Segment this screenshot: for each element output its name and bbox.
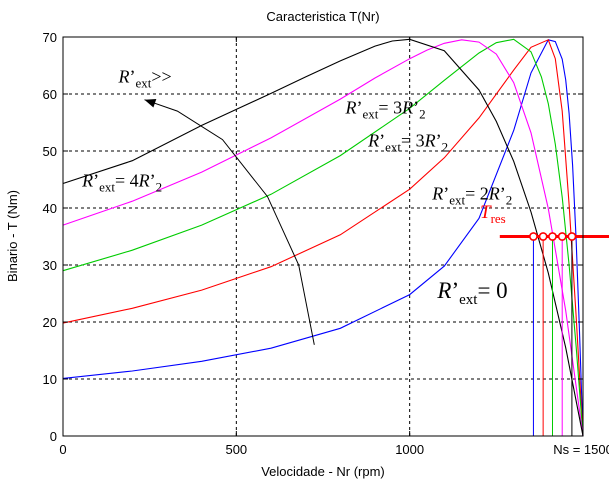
load-torque-label: Tres: [480, 202, 506, 226]
torque-curve-2: [62, 39, 584, 437]
x-axis-label: Velocidade - Nr (rpm): [261, 464, 385, 479]
y-tick-label: 40: [43, 201, 57, 216]
x-tick-label: 500: [225, 442, 247, 457]
resistance-label-4: R’ext= 3R’2: [367, 130, 448, 154]
plot-frame: [62, 36, 584, 437]
y-axis-label: Binario - T (Nm): [5, 190, 20, 282]
y-tick-label: 60: [43, 87, 57, 102]
operating-point-1: [529, 232, 538, 241]
torque-curve-5: [62, 38, 584, 437]
resistance-label-1: R’ext>>: [117, 67, 171, 91]
y-tick-label: 30: [43, 258, 57, 273]
arrow-head: [144, 99, 157, 108]
x-tick-label: 1000: [395, 442, 424, 457]
resistance-label-2: R’ext= 4R’2: [81, 170, 162, 194]
grid: [63, 37, 583, 436]
y-tick-label: 20: [43, 315, 57, 330]
annotations: Tres R’ext>> R’ext= 4R’2 R’ext= 3R’2 R’ext= …: [81, 67, 512, 345]
torque-curve-1: [62, 39, 584, 437]
operating-point-2: [538, 232, 548, 241]
y-tick-label: 0: [50, 429, 57, 444]
torque-curves: [62, 38, 609, 437]
x-tick-label: 0: [59, 442, 66, 457]
resistance-label-3: R’ext= 3R’2: [345, 97, 426, 121]
y-tick-label: 50: [43, 144, 57, 159]
torque-curve-4: [62, 39, 584, 437]
resistance-label-6: R’ext= 0: [436, 278, 507, 308]
resistance-label-5: R’ext= 2R’2: [431, 183, 512, 207]
operating-point-4: [557, 232, 567, 241]
axes: 0 500 1000 Ns = 1500 0 10 20 30 40 50 60 70: [43, 30, 609, 457]
chart-title: Caracteristica T(Nr): [266, 9, 379, 24]
resistance-increase-arrow: [144, 99, 315, 345]
operating-point-5: [567, 232, 577, 241]
y-tick-label: 10: [43, 372, 57, 387]
y-tick-label: 70: [43, 30, 57, 45]
operating-point-3: [548, 232, 557, 241]
x-tick-label: Ns = 1500: [553, 442, 609, 457]
torque-curve-3: [62, 38, 584, 437]
